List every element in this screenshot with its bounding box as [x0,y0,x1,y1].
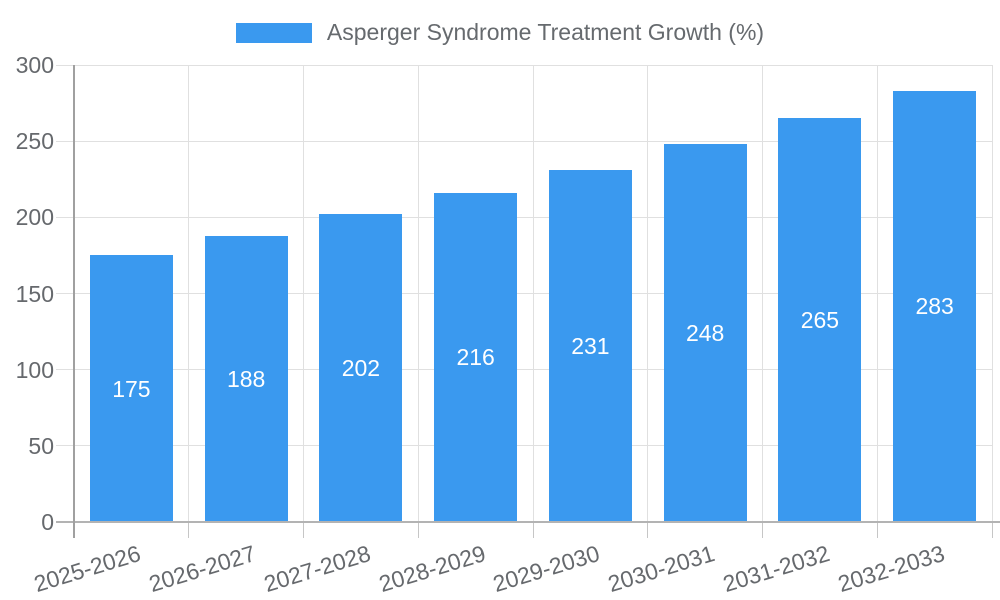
x-gridline [188,65,190,522]
x-axis-tick [532,522,534,538]
y-axis-tick-label: 300 [15,52,54,78]
y-axis-tick-label: 150 [15,280,54,307]
x-axis-tick [762,522,763,538]
x-axis-category-label: 2027-2028 [260,540,374,598]
y-axis-tick-label: 0 [41,509,54,535]
x-axis-category-label: 2031-2032 [719,540,833,598]
bar-value-label: 202 [341,355,381,382]
x-gridline [991,65,993,522]
legend[interactable]: Asperger Syndrome Treatment Growth (%) [0,19,1000,46]
bar-value-label: 265 [800,307,840,334]
x-axis-category-label: 2030-2031 [604,540,718,598]
y-gridline [56,293,992,294]
y-gridline [56,445,992,447]
x-axis-tick [876,522,878,538]
x-axis-category-label: 2025-2026 [31,540,144,598]
y-axis-tick-label: 50 [28,432,54,459]
bar-2025-2026 [89,255,173,522]
y-gridline [56,216,992,218]
bar-value-label: 216 [456,344,495,371]
x-gridline [762,65,763,522]
bar-value-label: 283 [915,293,954,320]
bar-2027-2028 [319,214,403,522]
y-gridline [56,369,992,371]
bar-value-label: 175 [112,375,151,402]
x-gridline [647,65,649,522]
bar-2026-2027 [204,235,288,522]
x-axis-category-label: 2026-2027 [145,540,259,598]
legend-swatch-icon [235,22,312,43]
bar-2030-2031 [663,144,747,522]
y-gridline [56,140,992,142]
y-axis-tick-label: 200 [15,204,54,231]
x-axis-tick [991,522,993,538]
x-gridline [876,65,878,522]
x-axis-tick [417,522,419,538]
x-axis-tick [303,522,304,538]
x-gridline [532,65,534,522]
x-axis-category-label: 2032-2033 [834,540,948,598]
bar-value-label: 231 [571,333,610,360]
x-gridline [417,65,419,522]
x-axis-category-label: 2028-2029 [375,540,489,598]
x-axis-category-label: 2029-2030 [490,540,603,598]
bar-2028-2029 [434,192,518,522]
x-axis-line [56,521,1000,523]
y-axis-tick-label: 100 [15,356,54,383]
y-axis-line [72,65,75,538]
x-gridline [303,65,304,522]
x-axis-tick [647,522,649,538]
bar-2032-2033 [893,90,977,522]
legend-label: Asperger Syndrome Treatment Growth (%) [326,19,765,45]
bar-value-label: 248 [685,320,725,347]
bar-value-label: 188 [226,365,266,392]
y-axis-tick-label: 250 [15,128,54,155]
bar-2031-2032 [778,118,862,522]
y-gridline [56,64,992,66]
x-axis-tick [188,522,190,538]
bar-2029-2030 [548,170,632,522]
